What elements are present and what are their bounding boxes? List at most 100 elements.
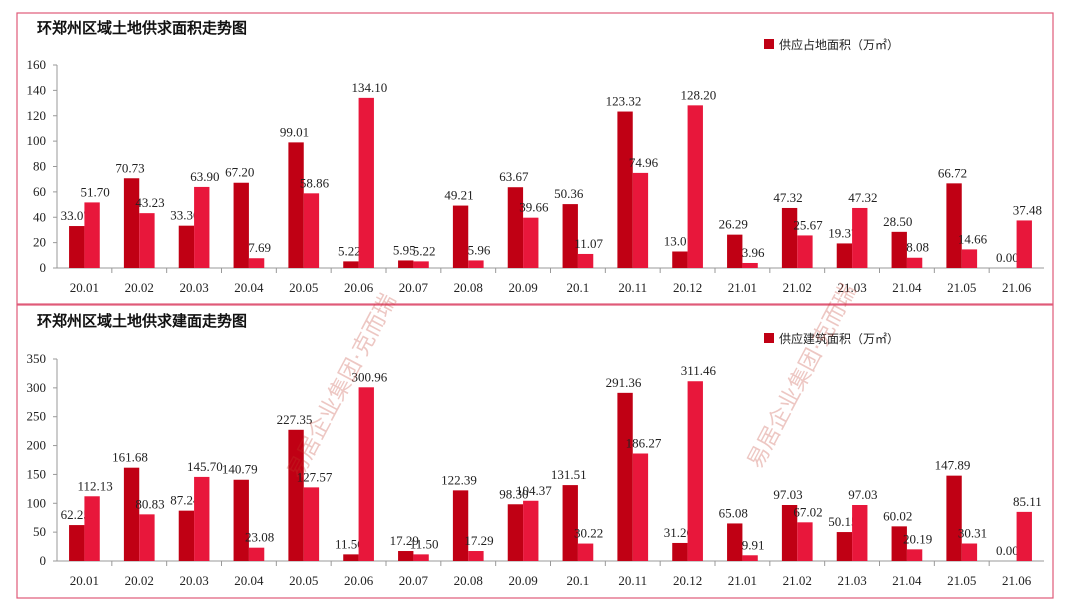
data-label: 39.66 bbox=[519, 200, 549, 215]
bar-series-2 bbox=[632, 453, 649, 561]
chart-title-top: 环郑州区域土地供求面积走势图 bbox=[37, 19, 247, 37]
data-label: 99.01 bbox=[280, 124, 309, 139]
data-label: 62.25 bbox=[61, 507, 90, 522]
x-tick-label: 21.03 bbox=[837, 280, 866, 295]
x-tick-label: 21.05 bbox=[947, 573, 976, 588]
data-label: 74.96 bbox=[629, 155, 659, 170]
bar-series-2 bbox=[303, 193, 320, 268]
y-tick-label: 140 bbox=[27, 82, 47, 97]
bar-series-2 bbox=[523, 500, 539, 561]
bar-series-1 bbox=[123, 467, 140, 561]
data-label: 14.66 bbox=[958, 231, 988, 246]
bar-series-1 bbox=[617, 392, 633, 561]
data-label: 5.95 bbox=[393, 242, 416, 257]
bar-series-1 bbox=[946, 475, 962, 561]
bar-series-2 bbox=[248, 547, 265, 561]
data-label: 161.68 bbox=[112, 450, 148, 465]
bar-series-1 bbox=[69, 525, 85, 561]
x-tick-label: 20.09 bbox=[508, 573, 537, 588]
x-tick-label: 21.04 bbox=[892, 573, 922, 588]
bar-series-1 bbox=[562, 485, 578, 561]
bar-series-1 bbox=[398, 260, 414, 268]
data-label: 7.69 bbox=[248, 240, 271, 255]
data-label: 23.08 bbox=[245, 530, 274, 545]
data-label: 58.86 bbox=[300, 175, 330, 190]
data-label: 227.35 bbox=[277, 412, 313, 427]
x-tick-label: 20.03 bbox=[179, 573, 208, 588]
bar-series-2 bbox=[961, 249, 978, 268]
data-label: 145.70 bbox=[187, 459, 223, 474]
bar-series-2 bbox=[303, 487, 320, 561]
data-label: 30.22 bbox=[574, 526, 603, 541]
legend-swatch-bottom bbox=[764, 333, 774, 343]
bar-series-2 bbox=[84, 496, 100, 561]
bar-series-2 bbox=[468, 551, 484, 561]
data-label: 11.50 bbox=[335, 536, 364, 551]
data-label: 3.96 bbox=[742, 245, 765, 260]
data-label: 33.36 bbox=[170, 208, 200, 223]
x-tick-label: 21.02 bbox=[783, 573, 812, 588]
y-tick-label: 50 bbox=[33, 524, 46, 539]
bar-series-1 bbox=[343, 554, 359, 561]
data-label: 11.07 bbox=[574, 236, 603, 251]
y-tick-label: 350 bbox=[27, 351, 47, 366]
y-tick-label: 0 bbox=[40, 260, 47, 275]
bar-series-1 bbox=[891, 526, 907, 561]
data-label: 5.96 bbox=[468, 242, 491, 257]
x-tick-label: 21.06 bbox=[1002, 573, 1032, 588]
watermark-text: 易居企业集团·克而瑞 bbox=[283, 290, 401, 483]
x-tick-label: 20.04 bbox=[234, 280, 264, 295]
data-label: 70.73 bbox=[115, 160, 144, 175]
y-tick-label: 0 bbox=[40, 553, 47, 568]
bar-series-1 bbox=[672, 542, 688, 561]
data-label: 47.32 bbox=[773, 190, 802, 205]
data-label: 80.83 bbox=[135, 496, 164, 511]
data-label: 85.11 bbox=[1013, 494, 1042, 509]
data-label: 26.29 bbox=[719, 217, 748, 232]
bar-series-2 bbox=[194, 476, 210, 561]
data-label: 147.89 bbox=[935, 458, 971, 473]
bar-series-2 bbox=[577, 253, 594, 268]
bar-series-1 bbox=[398, 551, 414, 561]
bar-series-1 bbox=[178, 225, 195, 268]
data-label: 31.26 bbox=[664, 525, 694, 540]
data-label: 311.46 bbox=[681, 363, 717, 378]
bar-series-2 bbox=[413, 554, 429, 561]
x-tick-label: 20.1 bbox=[567, 280, 590, 295]
x-tick-label: 20.08 bbox=[454, 280, 483, 295]
bar-series-1 bbox=[233, 182, 249, 268]
chart-frame-bottom bbox=[16, 304, 1054, 599]
data-label: 43.23 bbox=[135, 195, 164, 210]
bar-series-2 bbox=[523, 217, 539, 268]
data-label: 300.96 bbox=[351, 369, 387, 384]
data-label: 67.20 bbox=[225, 165, 254, 180]
bar-series-2 bbox=[906, 549, 923, 561]
x-tick-label: 20.1 bbox=[567, 573, 590, 588]
data-label: 60.02 bbox=[883, 508, 912, 523]
bar-series-1 bbox=[343, 261, 359, 268]
y-tick-label: 200 bbox=[27, 438, 47, 453]
x-tick-label: 21.01 bbox=[728, 280, 757, 295]
bar-series-1 bbox=[123, 178, 140, 268]
x-tick-label: 20.04 bbox=[234, 573, 264, 588]
x-tick-label: 20.03 bbox=[179, 280, 208, 295]
y-tick-label: 160 bbox=[27, 57, 47, 72]
data-label: 97.03 bbox=[848, 487, 877, 502]
chart-frame-top bbox=[16, 12, 1054, 305]
data-label: 186.27 bbox=[626, 435, 662, 450]
x-tick-label: 20.06 bbox=[344, 280, 374, 295]
chart-title-bottom: 环郑州区域土地供求建面走势图 bbox=[37, 312, 247, 330]
data-label: 17.29 bbox=[390, 533, 419, 548]
bar-series-1 bbox=[781, 207, 798, 268]
x-tick-label: 20.08 bbox=[454, 573, 483, 588]
data-label: 5.22 bbox=[413, 243, 436, 258]
bar-series-2 bbox=[1016, 220, 1032, 268]
x-tick-label: 20.09 bbox=[508, 280, 537, 295]
data-label: 104.37 bbox=[516, 483, 552, 498]
data-label: 63.67 bbox=[499, 169, 529, 184]
data-label: 0.00 bbox=[996, 543, 1019, 558]
bar-series-2 bbox=[687, 105, 703, 268]
bar-series-2 bbox=[906, 257, 923, 268]
bar-series-1 bbox=[178, 510, 195, 561]
bar-series-1 bbox=[69, 226, 85, 268]
